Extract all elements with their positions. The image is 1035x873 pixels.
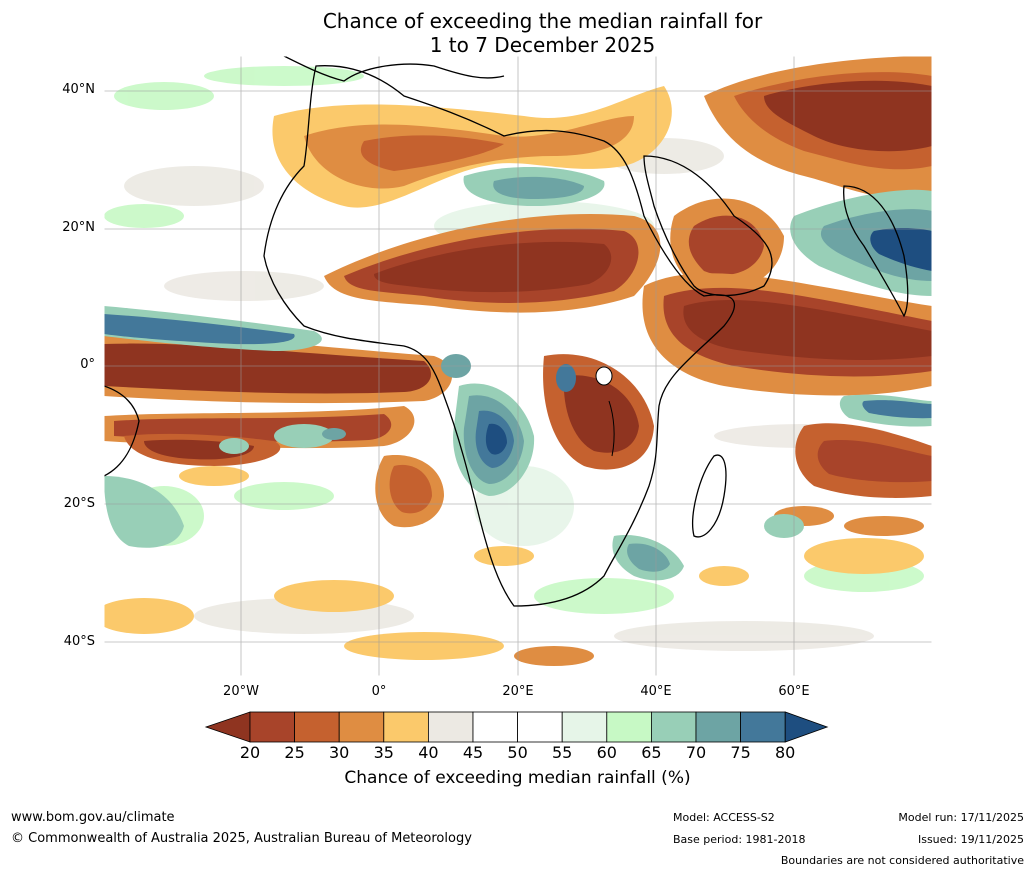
issued-date: Issued: 19/11/2025 — [917, 833, 1024, 846]
map-title-line-2: 1 to 7 December 2025 — [429, 33, 656, 57]
colorbar-segment — [338, 711, 385, 743]
lon-label-20w: 20°W — [223, 684, 259, 699]
colorbar-tick-label: 50 — [507, 743, 528, 762]
lat-label-equator: 0° — [80, 357, 95, 372]
lon-label-40e: 40°E — [640, 684, 672, 699]
website-link[interactable]: www.bom.gov.au/climate — [11, 810, 175, 825]
colorbar-segment — [695, 711, 741, 743]
above-median-regions — [104, 166, 932, 581]
colorbar-tick-label: 80 — [775, 743, 796, 762]
lakes — [595, 366, 615, 457]
lat-label-20s: 20°S — [63, 496, 95, 511]
colorbar-label: Chance of exceeding median rainfall (%) — [344, 768, 691, 788]
copyright-notice: © Commonwealth of Australia 2025, Austra… — [11, 831, 472, 846]
lon-label-0: 0° — [371, 684, 387, 699]
colorbar-tick-label: 70 — [685, 743, 707, 762]
colorbar-tick-label: 45 — [462, 743, 484, 762]
colorbar-tick-label: 75 — [730, 743, 751, 762]
colorbar-segment — [517, 711, 563, 743]
model-name: Model: ACCESS-S2 — [673, 811, 775, 824]
colorbar-tick-label: 60 — [596, 743, 617, 762]
colorbar-tick-label: 20 — [239, 743, 261, 762]
colorbar-segment — [561, 711, 608, 743]
map-title-line-1: Chance of exceeding the median rainfall … — [322, 9, 763, 33]
colorbar-segment — [472, 711, 518, 743]
colorbar-tick-label: 25 — [284, 743, 305, 762]
colorbar-tick-label: 40 — [418, 743, 439, 762]
colorbar-segment — [606, 711, 652, 743]
neutral-band-areas — [104, 66, 924, 651]
coastlines — [104, 56, 909, 607]
colorbar-tick-label: 35 — [373, 743, 394, 762]
colorbar-segment — [383, 711, 429, 743]
base-period: Base period: 1981-2018 — [673, 833, 806, 846]
lat-label-40s: 40°S — [63, 634, 95, 649]
lon-label-60e: 60°E — [778, 684, 810, 699]
graticule — [104, 56, 932, 676]
lat-label-40n: 40°N — [62, 82, 95, 97]
colorbar-tick-label: 65 — [641, 743, 662, 762]
colorbar-extend-low — [204, 711, 251, 743]
rainfall-probability-map[interactable] — [104, 56, 932, 676]
lon-label-20e: 20°E — [502, 684, 534, 699]
lat-label-20n: 20°N — [62, 220, 95, 235]
colorbar-segment — [740, 711, 786, 743]
colorbar — [204, 711, 829, 743]
colorbar-segment — [427, 711, 474, 743]
boundaries-disclaimer: Boundaries are not considered authoritat… — [780, 854, 1024, 867]
colorbar-tick-label: 55 — [552, 743, 573, 762]
colorbar-tick-label: 30 — [329, 743, 350, 762]
model-run-date: Model run: 17/11/2025 — [898, 811, 1024, 824]
colorbar-segment — [650, 711, 697, 743]
colorbar-segment — [249, 711, 295, 743]
colorbar-extend-high — [784, 711, 829, 743]
colorbar-segment — [294, 711, 340, 743]
